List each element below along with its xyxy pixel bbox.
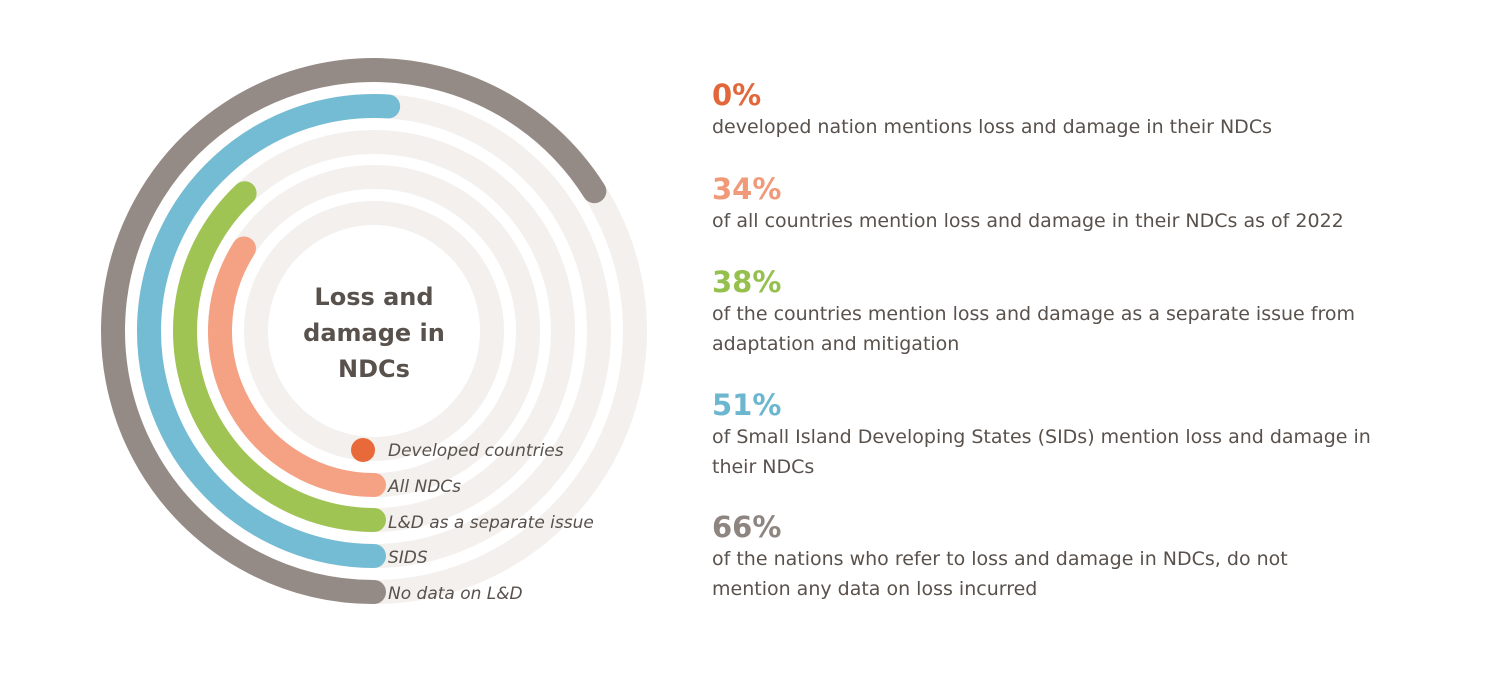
chart-title-line-1: Loss and: [314, 283, 433, 311]
radial-chart-svg: Loss and damage in NDCs Developed countr…: [101, 58, 647, 604]
legend-label-separate-issue: L&D as a separate issue: [388, 513, 594, 533]
stat-value: 38%: [712, 265, 782, 299]
stat-description: of all countries mention loss and damage…: [712, 210, 1344, 232]
arc-l-d-as-a-separate-issue: [173, 181, 386, 532]
stat-value: 0%: [712, 78, 762, 112]
legend-label-developed: Developed countries: [388, 441, 564, 461]
chart-title: Loss and damage in NDCs: [303, 283, 445, 383]
chart-title-line-2: damage in: [303, 319, 445, 347]
stat-description: developed nation mentions loss and damag…: [712, 116, 1272, 138]
developed-countries-dot: [351, 438, 375, 462]
stat-value: 51%: [712, 388, 782, 422]
chart-arcs: [101, 58, 607, 604]
arc-no-data-on-l-d: [101, 58, 607, 604]
legend-label-all-ndcs: All NDCs: [387, 477, 461, 497]
radial-chart: Loss and damage in NDCs Developed countr…: [0, 0, 700, 686]
stat-description: of the countries mention loss and damage…: [712, 303, 1355, 355]
stat-value: 34%: [712, 172, 782, 206]
stat-separate-issue: 38% of the countries mention loss and da…: [712, 265, 1372, 359]
stat-no-data: 66% of the nations who refer to loss and…: [712, 510, 1352, 604]
arc-sids: [137, 94, 401, 568]
legend-label-no-data: No data on L&D: [388, 584, 523, 604]
chart-title-line-3: NDCs: [338, 355, 410, 383]
arc-all-ndcs: [208, 236, 386, 497]
stat-all-ndcs: 34% of all countries mention loss and da…: [712, 172, 1412, 236]
legend-label-sids: SIDS: [388, 548, 428, 568]
stat-developed: 0% developed nation mentions loss and da…: [712, 78, 1412, 142]
stat-description: of Small Island Developing States (SIDs)…: [712, 426, 1371, 478]
stat-sids: 51% of Small Island Developing States (S…: [712, 388, 1402, 482]
stat-description: of the nations who refer to loss and dam…: [712, 548, 1288, 600]
stat-value: 66%: [712, 510, 782, 544]
chart-legend: Developed countries All NDCs L&D as a se…: [387, 441, 594, 604]
